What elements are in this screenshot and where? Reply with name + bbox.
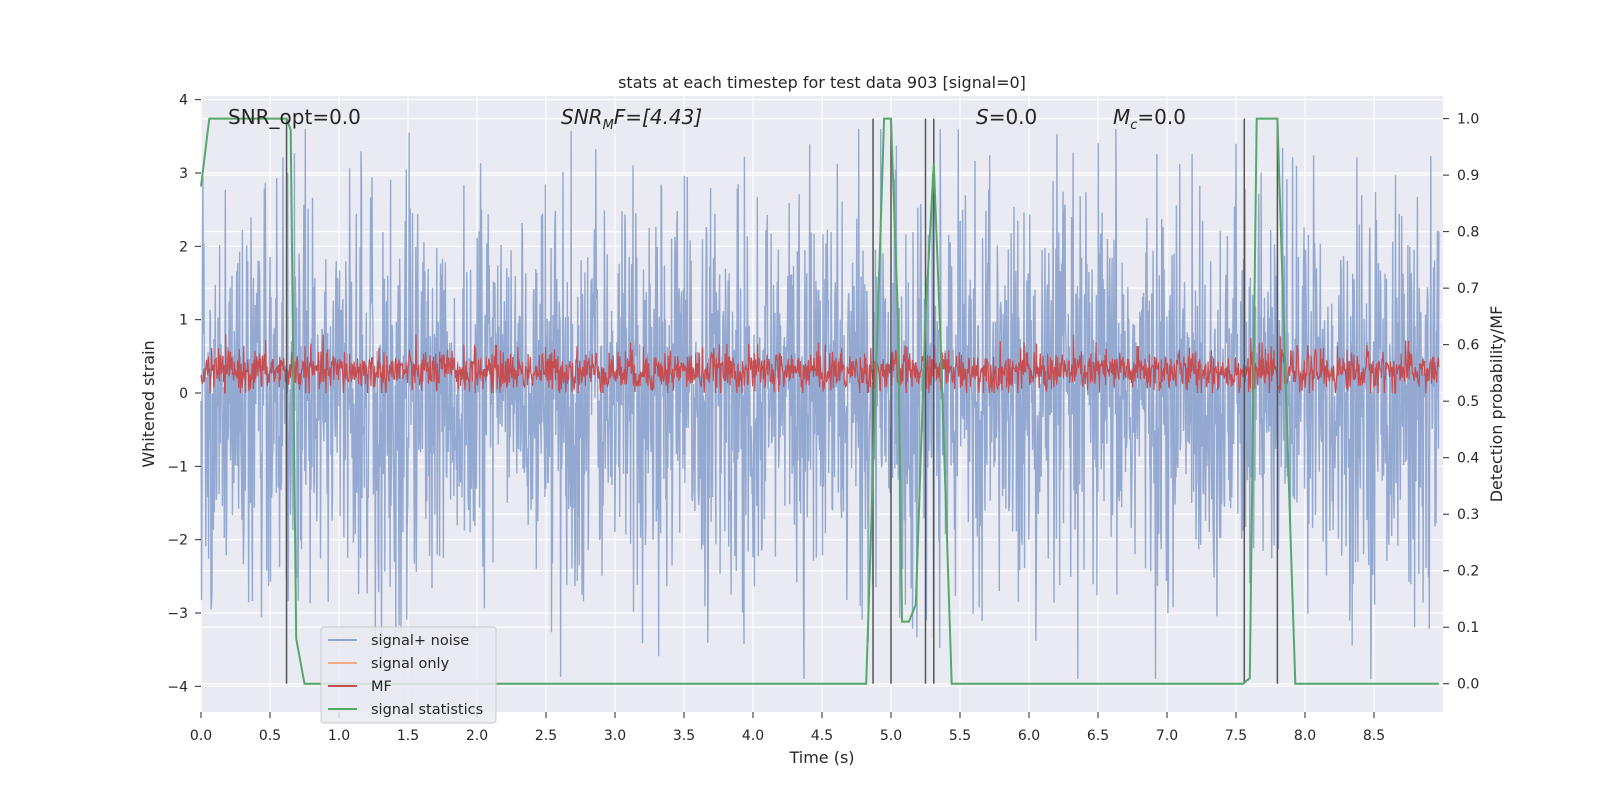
mf-layer <box>200 334 1440 395</box>
x-tick-label: 1.0 <box>328 728 350 744</box>
x-tick-label: 5.5 <box>949 728 971 744</box>
annotation-s-tail: =0.0 <box>989 105 1038 129</box>
signal-statistics-layer <box>200 117 1439 685</box>
x-tick-label: 3.5 <box>673 728 695 744</box>
x-tick-label: 2.0 <box>466 728 488 744</box>
annotation-snr-mf-tail: F=[4.43] <box>614 105 702 129</box>
y-right-tick-label: 0.5 <box>1457 394 1479 410</box>
series-signal-statistics <box>200 117 1439 685</box>
x-tick-label: 8.5 <box>1363 728 1385 744</box>
annotation-s-main: S <box>976 105 989 129</box>
annotation-mc: Mc=0.0 <box>1113 105 1186 133</box>
legend: signal+ noise signal only MF signal stat… <box>320 626 497 724</box>
y-right-tick-label: 0.1 <box>1457 620 1479 636</box>
y-tick-label: 1 <box>179 313 188 329</box>
x-tick-label: 6.5 <box>1087 728 1109 744</box>
y-axis-right-label: Detection probability/MF <box>1487 306 1506 503</box>
chart-title: stats at each timestep for test data 903… <box>618 73 1026 92</box>
y-right-tick-label: 0.2 <box>1457 564 1479 580</box>
annotation-mc-sub: c <box>1130 118 1137 133</box>
y-tick-label: −1 <box>167 459 188 475</box>
x-tick-label: 0.0 <box>190 728 212 744</box>
y-axis-label: Whitened strain <box>139 340 158 467</box>
y-axis-ticks: 4 3 2 1 0 −1 −2 −3 −4 <box>167 93 201 695</box>
annotation-snr-mf-sub: M <box>603 118 614 133</box>
y-tick-label: 3 <box>179 166 188 182</box>
x-tick-label: 2.5 <box>535 728 557 744</box>
x-axis-ticks: 0.0 0.5 1.0 1.5 2.0 2.5 3.0 3.5 4.0 4.5 5.0 5.5 6.0 6… <box>190 712 1385 744</box>
series-mf <box>200 334 1440 395</box>
y-right-tick-label: 0.8 <box>1457 225 1479 241</box>
legend-label-signal-only: signal only <box>371 656 450 672</box>
annotation-s: S=0.0 <box>976 105 1037 129</box>
y-right-tick-label: 0.3 <box>1457 507 1479 523</box>
y-tick-label: −4 <box>167 679 188 695</box>
x-axis-label: Time (s) <box>788 748 854 767</box>
y-tick-label: −2 <box>167 533 188 549</box>
y-axis-right-ticks: 1.0 0.9 0.8 0.7 0.6 0.5 0.4 0.3 0.2 0.1 0.0 <box>1443 112 1479 693</box>
x-tick-label: 0.5 <box>259 728 281 744</box>
legend-box <box>320 626 497 724</box>
x-tick-label: 7.0 <box>1156 728 1178 744</box>
x-tick-label: 4.5 <box>811 728 833 744</box>
x-tick-label: 8.0 <box>1294 728 1316 744</box>
vertical-lines-layer <box>285 118 1279 684</box>
annotation-snr-mf: SNRMF=[4.43] <box>561 105 702 133</box>
annotation-mc-tail: =0.0 <box>1137 105 1186 129</box>
y-tick-label: 2 <box>179 239 188 255</box>
x-tick-label: 3.0 <box>604 728 626 744</box>
y-right-tick-label: 0.4 <box>1457 451 1479 467</box>
y-right-tick-label: 0.0 <box>1457 677 1479 693</box>
x-tick-label: 6.0 <box>1018 728 1040 744</box>
y-right-tick-label: 0.7 <box>1457 281 1479 297</box>
y-tick-label: 4 <box>179 93 188 109</box>
y-tick-label: −3 <box>167 606 188 622</box>
annotation-snr-mf-main: SNR <box>561 105 603 129</box>
x-tick-label: 1.5 <box>397 728 419 744</box>
x-tick-label: 5.0 <box>880 728 902 744</box>
x-tick-label: 7.5 <box>1225 728 1247 744</box>
legend-label-signal-noise: signal+ noise <box>371 633 469 649</box>
annotation-mc-main: M <box>1113 105 1130 129</box>
y-right-tick-label: 0.6 <box>1457 338 1479 354</box>
y-right-tick-label: 1.0 <box>1457 112 1479 128</box>
legend-label-signal-statistics: signal statistics <box>371 702 483 718</box>
y-right-tick-label: 0.9 <box>1457 168 1479 184</box>
x-tick-label: 4.0 <box>742 728 764 744</box>
y-tick-label: 0 <box>179 386 188 402</box>
legend-label-mf: MF <box>371 679 392 695</box>
annotation-snr-opt: SNR_opt=0.0 <box>228 105 361 129</box>
